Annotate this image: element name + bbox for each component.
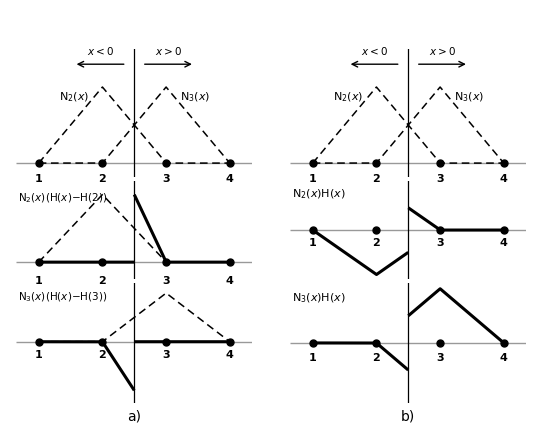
Text: 3: 3	[162, 276, 170, 286]
Text: 4: 4	[226, 276, 234, 286]
Text: $\mathrm{N}_2(x)$: $\mathrm{N}_2(x)$	[59, 90, 89, 104]
Text: $x < 0$: $x < 0$	[361, 45, 388, 57]
Text: 3: 3	[436, 174, 444, 184]
Text: 4: 4	[226, 174, 234, 184]
Text: 4: 4	[500, 238, 508, 248]
Text: $\mathrm{N}_3(x)$: $\mathrm{N}_3(x)$	[180, 90, 210, 104]
Text: 1: 1	[35, 276, 43, 286]
Text: a): a)	[127, 410, 141, 424]
Text: $\mathrm{N}_3(x)\mathrm{H}(x)$: $\mathrm{N}_3(x)\mathrm{H}(x)$	[292, 291, 346, 305]
Text: $\mathrm{N}_3(x)(\mathrm{H}(x){-}\mathrm{H}(3))$: $\mathrm{N}_3(x)(\mathrm{H}(x){-}\mathrm…	[18, 291, 108, 304]
Text: 2: 2	[99, 276, 106, 286]
Text: 3: 3	[162, 350, 170, 360]
Text: 1: 1	[309, 174, 317, 184]
Text: 2: 2	[373, 353, 380, 363]
Text: 4: 4	[500, 353, 508, 363]
Text: $x < 0$: $x < 0$	[87, 45, 114, 57]
Text: 3: 3	[436, 353, 444, 363]
Text: 1: 1	[35, 174, 43, 184]
Text: b): b)	[401, 410, 415, 424]
Text: $\mathrm{N}_2(x)(\mathrm{H}(x){-}\mathrm{H}(2))$: $\mathrm{N}_2(x)(\mathrm{H}(x){-}\mathrm…	[18, 191, 108, 205]
Text: 2: 2	[99, 350, 106, 360]
Text: 1: 1	[309, 353, 317, 363]
Text: 4: 4	[500, 174, 508, 184]
Text: 4: 4	[226, 350, 234, 360]
Text: $x > 0$: $x > 0$	[429, 45, 455, 57]
Text: 2: 2	[373, 174, 380, 184]
Text: $\mathrm{N}_2(x)\mathrm{H}(x)$: $\mathrm{N}_2(x)\mathrm{H}(x)$	[292, 188, 346, 201]
Text: $\mathrm{N}_2(x)$: $\mathrm{N}_2(x)$	[333, 90, 363, 104]
Text: 3: 3	[436, 238, 444, 248]
Text: 2: 2	[373, 238, 380, 248]
Text: $x > 0$: $x > 0$	[155, 45, 181, 57]
Text: 1: 1	[35, 350, 43, 360]
Text: 3: 3	[162, 174, 170, 184]
Text: $\mathrm{N}_3(x)$: $\mathrm{N}_3(x)$	[454, 90, 484, 104]
Text: 1: 1	[309, 238, 317, 248]
Text: 2: 2	[99, 174, 106, 184]
